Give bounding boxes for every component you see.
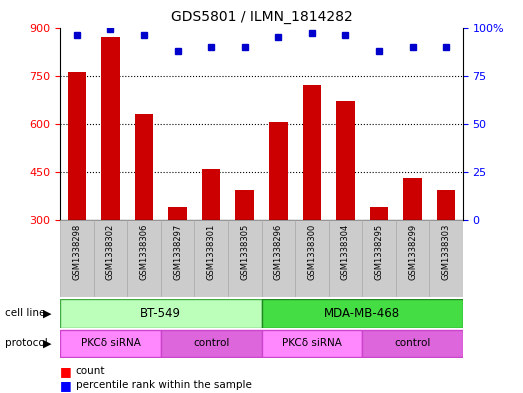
Text: GSM1338296: GSM1338296	[274, 224, 283, 280]
Title: GDS5801 / ILMN_1814282: GDS5801 / ILMN_1814282	[170, 10, 353, 24]
Text: GSM1338299: GSM1338299	[408, 224, 417, 280]
Text: control: control	[394, 338, 431, 349]
Text: MDA-MB-468: MDA-MB-468	[324, 307, 400, 320]
Text: GSM1338302: GSM1338302	[106, 224, 115, 280]
Text: GSM1338306: GSM1338306	[140, 224, 149, 280]
Text: GSM1338301: GSM1338301	[207, 224, 215, 280]
Bar	[370, 207, 388, 220]
Text: GSM1338297: GSM1338297	[173, 224, 182, 280]
Bar	[195, 220, 228, 297]
Bar	[101, 37, 120, 220]
Bar	[269, 122, 288, 220]
Bar	[135, 114, 153, 220]
Text: count: count	[76, 366, 105, 376]
Bar	[127, 220, 161, 297]
Bar	[60, 299, 262, 328]
Bar	[235, 189, 254, 220]
Text: PKCδ siRNA: PKCδ siRNA	[81, 338, 140, 349]
Text: GSM1338304: GSM1338304	[341, 224, 350, 280]
Text: GSM1338305: GSM1338305	[240, 224, 249, 280]
Text: percentile rank within the sample: percentile rank within the sample	[76, 380, 252, 390]
Text: GSM1338295: GSM1338295	[374, 224, 383, 280]
Bar	[168, 207, 187, 220]
Text: ▶: ▶	[43, 309, 51, 318]
Text: ■: ■	[60, 378, 72, 392]
Text: ■: ■	[60, 365, 72, 378]
Bar	[403, 178, 422, 220]
Bar	[67, 72, 86, 220]
Bar	[60, 330, 161, 357]
Bar	[429, 220, 463, 297]
Bar	[94, 220, 127, 297]
Text: cell line: cell line	[5, 309, 46, 318]
Text: BT-549: BT-549	[140, 307, 181, 320]
Bar	[262, 299, 463, 328]
Bar	[396, 220, 429, 297]
Bar	[262, 330, 362, 357]
Bar	[60, 220, 94, 297]
Text: GSM1338300: GSM1338300	[308, 224, 316, 280]
Text: control: control	[193, 338, 230, 349]
Bar	[328, 220, 362, 297]
Bar	[295, 220, 328, 297]
Text: GSM1338303: GSM1338303	[441, 224, 451, 280]
Bar	[262, 220, 295, 297]
Bar	[362, 220, 396, 297]
Text: GSM1338298: GSM1338298	[72, 224, 82, 280]
Bar	[362, 330, 463, 357]
Bar	[161, 330, 262, 357]
Bar	[161, 220, 195, 297]
Bar	[437, 189, 456, 220]
Bar	[336, 101, 355, 220]
Text: protocol: protocol	[5, 338, 48, 349]
Bar	[228, 220, 262, 297]
Bar	[202, 169, 220, 220]
Bar	[303, 85, 321, 220]
Text: ▶: ▶	[43, 338, 51, 349]
Text: PKCδ siRNA: PKCδ siRNA	[282, 338, 342, 349]
